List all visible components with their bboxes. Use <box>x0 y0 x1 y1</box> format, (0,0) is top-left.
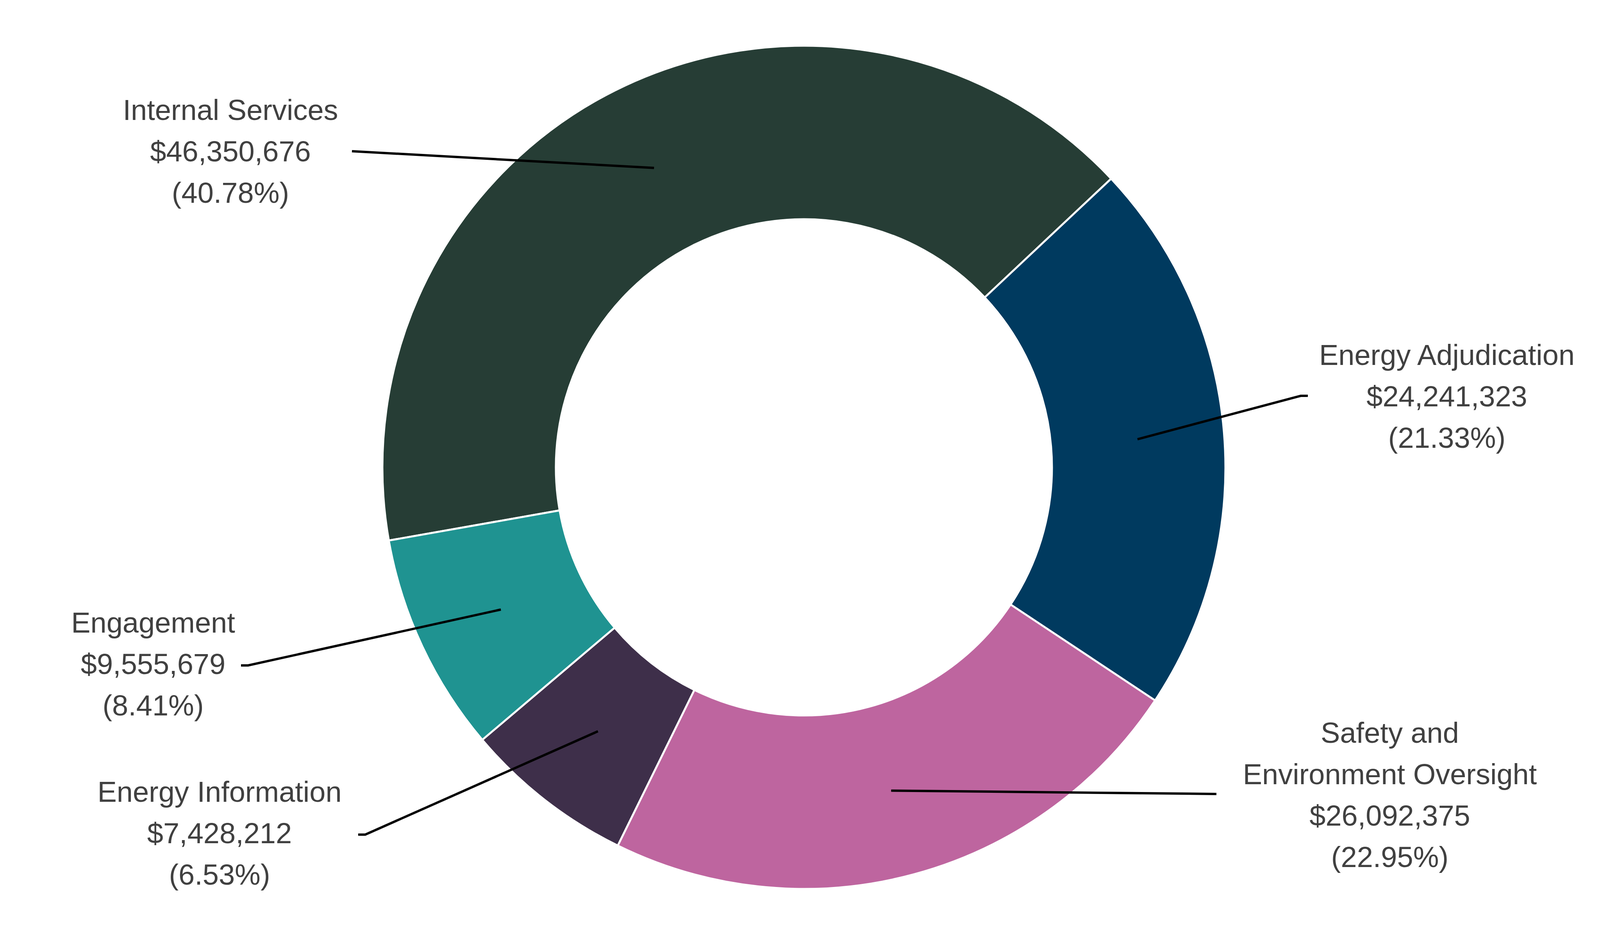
leader-line <box>241 609 501 666</box>
value-label: $7,428,212 <box>147 816 292 850</box>
chart: Internal Services $46,350,676 (40.78%) Ener… <box>0 0 1600 928</box>
leader-line <box>351 151 654 168</box>
leader-line <box>1137 395 1308 440</box>
percent-label: (21.33%) <box>1388 421 1506 454</box>
percent-label: (6.53%) <box>168 858 270 891</box>
category-label: Internal Services <box>122 93 338 127</box>
value-label: $9,555,679 <box>80 647 226 681</box>
category-label: Energy Information <box>97 775 342 808</box>
percent-label: (8.41%) <box>102 689 204 722</box>
leader-line <box>891 790 1217 794</box>
category-label: Energy Adjudication <box>1319 338 1575 372</box>
labels: Internal Services $46,350,676 (40.78%) Ener… <box>71 93 1575 891</box>
value-label: $46,350,676 <box>150 135 311 168</box>
leader-line <box>358 731 599 835</box>
category-label: Engagement <box>71 606 236 639</box>
slices <box>382 45 1226 889</box>
category-label: Safety andEnvironment Oversight <box>1242 716 1538 791</box>
value-label: $24,241,323 <box>1366 380 1528 413</box>
slice <box>388 510 615 740</box>
percent-label: (22.95%) <box>1331 840 1449 874</box>
slice <box>617 604 1156 889</box>
percent-label: (40.78%) <box>171 176 290 209</box>
value-label: $26,092,375 <box>1309 799 1471 832</box>
